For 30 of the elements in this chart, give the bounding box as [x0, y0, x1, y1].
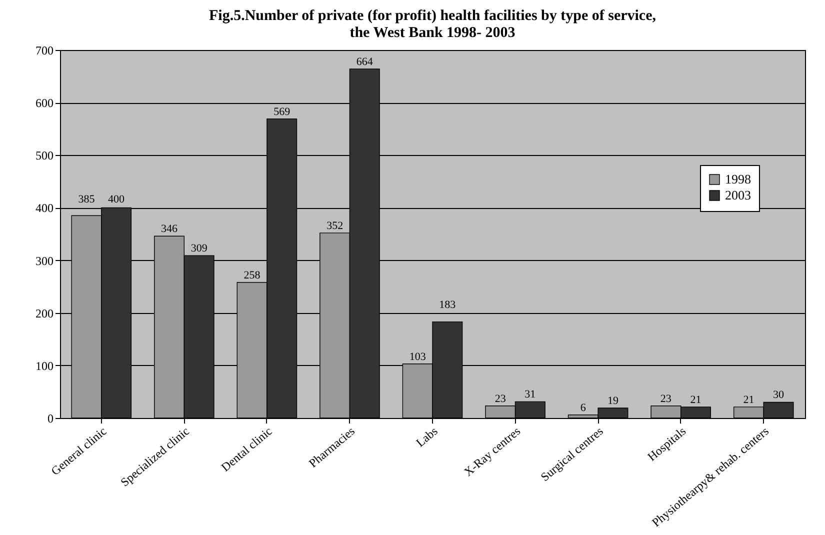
data-label: 664 [356, 56, 374, 68]
data-label: 385 [78, 194, 96, 206]
y-tick-label: 100 [36, 358, 54, 373]
data-label: 6 [580, 402, 586, 414]
y-tick-label: 0 [48, 412, 54, 426]
y-tick-label: 600 [36, 96, 54, 110]
data-label: 309 [190, 242, 208, 255]
data-label: 352 [326, 220, 344, 232]
data-label: 30 [773, 389, 785, 402]
y-tick-label: 500 [36, 148, 54, 163]
data-label: 400 [108, 194, 126, 206]
data-label: 103 [409, 350, 426, 363]
data-label: 183 [439, 298, 456, 311]
data-label: 19 [607, 395, 619, 408]
data-label: 21 [743, 394, 754, 406]
y-tick-label: 300 [36, 254, 54, 268]
data-label: 31 [524, 388, 536, 401]
data-label: 21 [690, 394, 702, 406]
data-label: 23 [660, 392, 672, 405]
y-tick-label: 200 [36, 306, 54, 320]
chart-title: Fig.5.Number of private (for profit) health facilities by type of service, the West Bank 1998- 2003 [209, 8, 656, 41]
data-label: 569 [274, 106, 291, 118]
legend-label: 1998 [725, 172, 751, 186]
data-label: 346 [161, 223, 178, 236]
x-tick-label: Labs [413, 424, 440, 450]
y-tick-label: 700 [36, 44, 54, 58]
y-tick-label: 400 [36, 201, 54, 216]
legend-label: 2003 [725, 188, 751, 202]
data-label: 23 [494, 392, 506, 405]
data-label: 258 [244, 269, 261, 282]
